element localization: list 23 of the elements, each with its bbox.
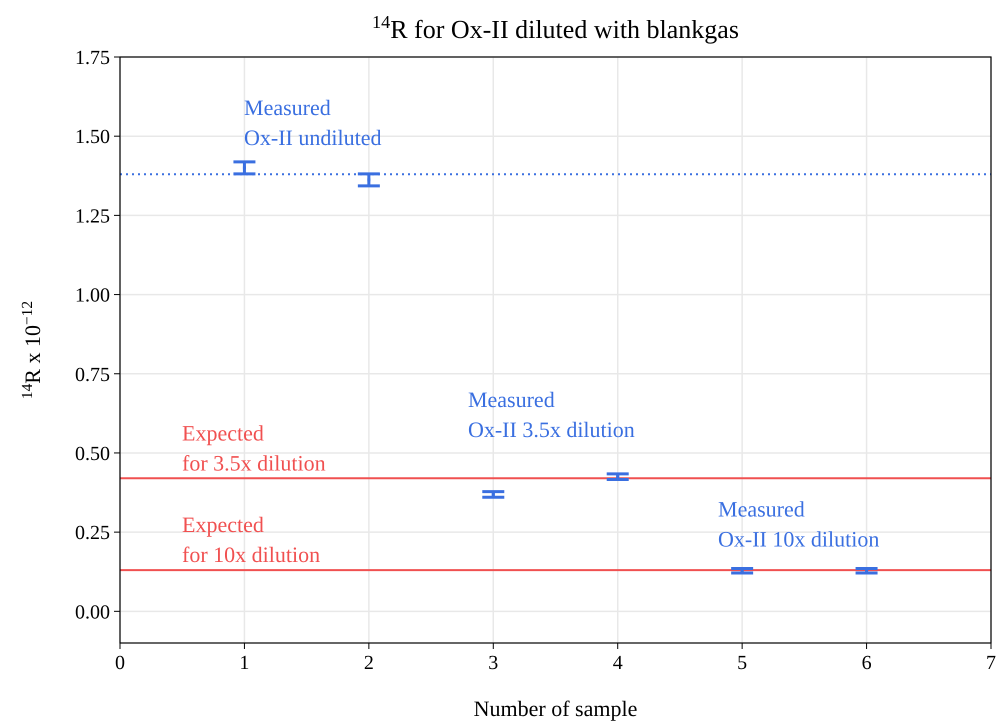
x-tick-label: 4 [612, 652, 623, 674]
y-tick-label: 0.50 [75, 442, 110, 465]
x-tick-label: 7 [986, 652, 996, 674]
annotation: Measured Ox-II undiluted [244, 95, 382, 150]
annotation: Measured Ox-II 10x dilution [718, 496, 880, 552]
y-tick-label: 1.25 [75, 205, 110, 228]
ref-line-label: Expected for 10x dilution [182, 512, 320, 568]
x-tick-label: 0 [115, 652, 125, 674]
x-tick-label: 2 [364, 652, 374, 674]
y-tick-label: 1.50 [75, 126, 110, 148]
x-tick-label: 5 [737, 652, 748, 674]
y-tick-label: 0.25 [75, 522, 110, 544]
y-tick-label: 1.00 [75, 284, 110, 307]
y-tick-label: 0.00 [75, 601, 110, 624]
x-axis-title: Number of sample [474, 696, 638, 721]
x-tick-label: 6 [862, 652, 872, 674]
y-tick-label: 0.75 [75, 364, 110, 386]
annotation: Measured Ox-II 3.5x dilution [468, 386, 635, 442]
x-tick-label: 3 [488, 652, 498, 674]
ref-line-label: Expected for 3.5x dilution [182, 420, 326, 476]
y-tick-label: 1.75 [75, 47, 110, 69]
x-tick-label: 1 [239, 652, 250, 674]
chart-title: $^{14}$R for Ox-II diluted with blankgas [372, 12, 739, 44]
